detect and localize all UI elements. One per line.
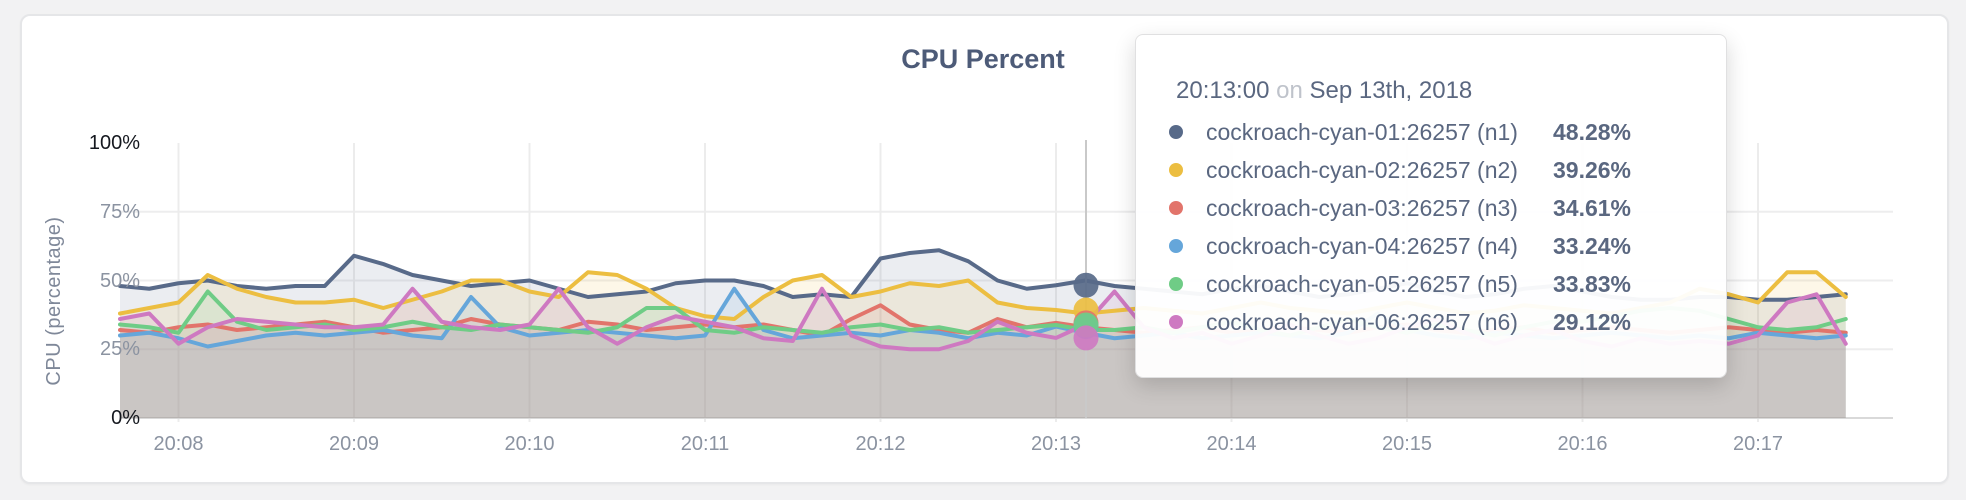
node-name: cockroach-cyan-04:26257 (n4) — [1206, 232, 1518, 259]
x-tick-label: 20:11 — [680, 433, 730, 455]
tooltip-row: cockroach-cyan-02:26257 (n2) 39.26% — [1169, 151, 1710, 189]
series-area-n6 — [120, 288, 1846, 418]
series-color-dot-icon — [1169, 277, 1183, 291]
tooltip-date: Sep 13th, 2018 — [1309, 77, 1473, 104]
x-tick-label: 20:14 — [1206, 433, 1257, 455]
tooltip-time: 20:13:00 — [1176, 77, 1270, 104]
hover-dot-n6 — [1073, 325, 1099, 351]
y-tick-label: 0% — [111, 407, 140, 429]
x-tick-label: 20:10 — [504, 433, 555, 455]
x-tick-label: 20:09 — [328, 433, 380, 455]
node-name: cockroach-cyan-01:26257 (n1) — [1206, 118, 1518, 145]
node-name: cockroach-cyan-06:26257 (n6) — [1206, 308, 1518, 335]
tooltip-row: cockroach-cyan-03:26257 (n3) 34.61% — [1169, 189, 1710, 227]
hover-dot-n1 — [1073, 272, 1099, 298]
tooltip-row: cockroach-cyan-05:26257 (n5) 33.83% — [1169, 265, 1710, 303]
hover-tooltip: 20:13:00 on Sep 13th, 2018 cockroach-cya… — [1135, 34, 1727, 378]
y-tick-label: 100% — [88, 132, 140, 154]
tooltip-row: cockroach-cyan-01:26257 (n1) 48.28% — [1169, 113, 1710, 151]
series-color-dot-icon — [1169, 125, 1183, 139]
x-tick-label: 20:16 — [1557, 433, 1608, 455]
node-name: cockroach-cyan-05:26257 (n5) — [1206, 270, 1518, 297]
series-area-n4 — [120, 288, 1846, 418]
node-cpu-value: 29.12% — [1553, 308, 1632, 335]
node-name: cockroach-cyan-02:26257 (n2) — [1206, 156, 1518, 183]
x-tick-label: 20:15 — [1381, 433, 1433, 455]
y-tick-label: 50% — [99, 269, 140, 292]
node-cpu-value: 33.24% — [1553, 232, 1632, 259]
node-name: cockroach-cyan-03:26257 (n3) — [1206, 194, 1518, 221]
x-tick-label: 20:13 — [1030, 433, 1082, 455]
y-tick-label: 75% — [99, 200, 140, 223]
chart-title: CPU Percent — [901, 44, 1065, 74]
node-cpu-value: 48.28% — [1553, 118, 1632, 145]
tooltip-on-word: on — [1276, 77, 1303, 104]
x-tick-label: 20:12 — [855, 433, 906, 455]
tooltip-row: cockroach-cyan-04:26257 (n4) 33.24% — [1169, 227, 1710, 265]
series-color-dot-icon — [1169, 239, 1183, 253]
series-color-dot-icon — [1169, 315, 1183, 329]
tooltip-header: 20:13:00 on Sep 13th, 2018 — [1176, 77, 1472, 105]
series-color-dot-icon — [1169, 163, 1183, 177]
tooltip-rows: cockroach-cyan-01:26257 (n1) 48.28% cockro… — [1169, 113, 1710, 341]
x-tick-label: 20:08 — [153, 433, 204, 455]
node-cpu-value: 39.26% — [1553, 156, 1632, 183]
y-tick-label: 25% — [99, 338, 140, 361]
series-color-dot-icon — [1169, 201, 1183, 215]
series-area-n5 — [120, 291, 1846, 418]
x-tick-label: 20:17 — [1732, 433, 1784, 455]
node-cpu-value: 33.83% — [1553, 270, 1632, 297]
tooltip-row: cockroach-cyan-06:26257 (n6) 29.12% — [1169, 303, 1710, 341]
node-cpu-value: 34.61% — [1553, 194, 1632, 221]
